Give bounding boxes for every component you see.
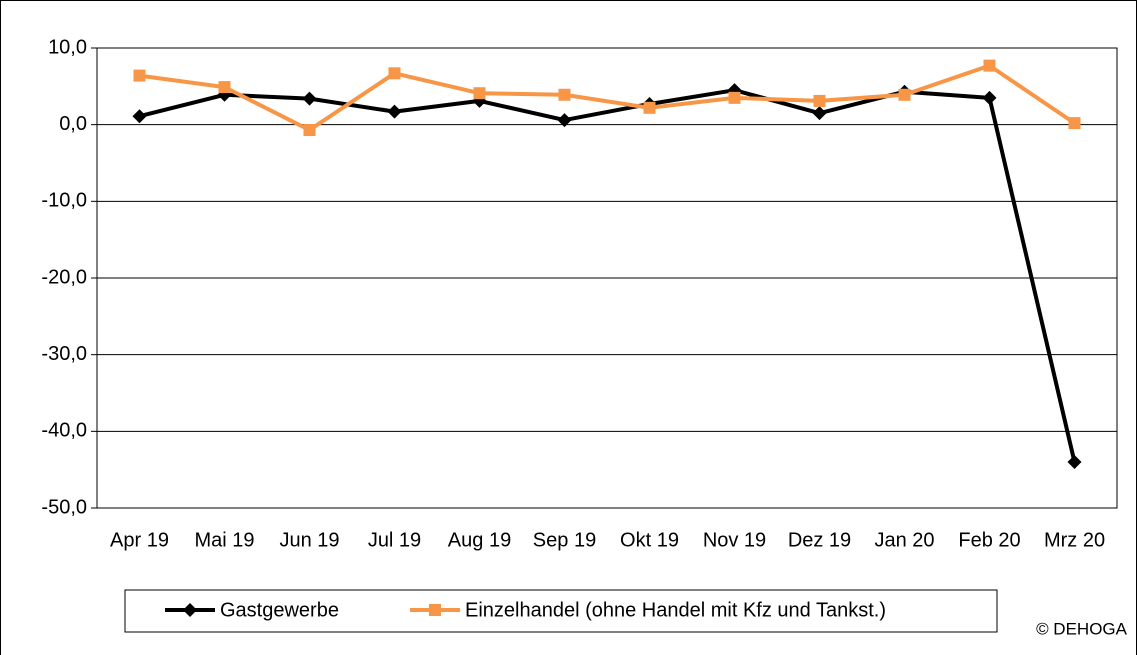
x-tick-label: Sep 19 [533,529,596,551]
x-tick-label: Jan 20 [874,529,934,551]
marker [813,94,826,107]
legend-box [124,589,998,633]
marker [812,106,827,121]
marker [429,604,441,616]
source: © DEHOGA [1036,619,1128,638]
x-tick-label: Nov 19 [703,529,766,551]
line [139,63,1076,133]
marker [898,88,911,101]
marker [133,69,146,82]
x-tick-label: Mai 19 [194,529,254,551]
x-tick-label: Mrz 20 [1044,529,1105,551]
y-tick-label: 10,0 [48,36,87,58]
x-tick-label: Okt 19 [620,529,679,551]
line [139,88,1077,463]
x-tick-label: Jul 19 [368,529,421,551]
marker [728,91,741,104]
marker [982,90,997,105]
y-tick-label: 0,0 [59,113,87,135]
marker [1067,455,1082,469]
y-tick-label: -10,0 [41,190,87,212]
x-tick-label: Aug 19 [448,529,511,551]
legend-label: Einzelhandel (ohne Handel mit Kfz und Ta… [465,599,886,621]
marker [558,88,571,101]
x-tick-label: Jun 19 [279,529,339,551]
marker [302,91,317,106]
marker [557,113,572,128]
y-tick-label: -40,0 [41,420,87,442]
marker [387,104,402,119]
marker [983,59,996,72]
marker [183,603,197,617]
marker [132,109,147,124]
marker [643,101,656,114]
marker [1068,117,1081,130]
x-tick-label: Dez 19 [788,529,851,551]
marker [303,124,316,137]
x-tick-label: Feb 20 [958,529,1020,551]
y-tick-label: -30,0 [41,343,87,365]
marker [218,81,231,94]
plot-frame [96,47,1118,509]
legend-label: Gastgewerbe [220,599,339,621]
y-tick-label: -50,0 [41,496,87,518]
y-tick-label: -20,0 [41,266,87,288]
x-tick-label: Apr 19 [110,529,169,551]
marker [473,87,486,100]
marker [388,67,401,80]
